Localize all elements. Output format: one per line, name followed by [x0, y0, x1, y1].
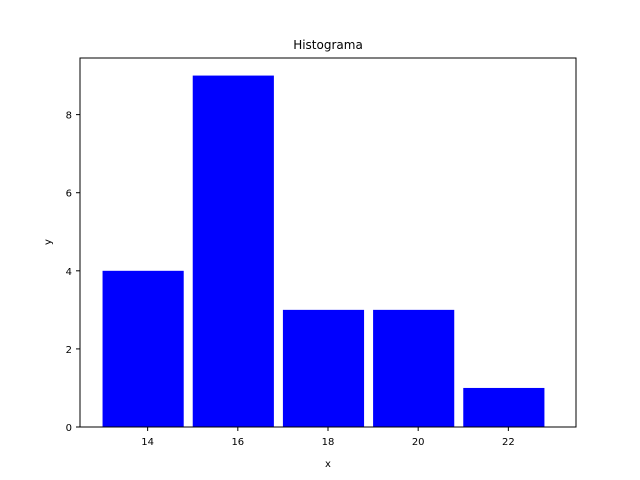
x-tick-label: 16	[231, 437, 244, 448]
histogram-bar-5	[463, 387, 545, 427]
histogram-bar-3	[282, 309, 365, 427]
y-axis-ticks: 0 2 4 6 8	[66, 111, 80, 434]
y-tick-label: 2	[66, 345, 72, 356]
y-axis-label: y	[43, 239, 54, 245]
x-tick-label: 22	[502, 437, 515, 448]
x-tick-label: 14	[141, 437, 154, 448]
histogram-bar-2	[192, 75, 274, 427]
histogram-bar-1	[102, 270, 184, 427]
x-tick-label: 18	[322, 437, 335, 448]
bars-group	[102, 75, 545, 427]
chart-title: Histograma	[293, 38, 363, 52]
x-tick-label: 20	[412, 437, 425, 448]
y-tick-label: 4	[66, 267, 72, 278]
y-tick-label: 8	[66, 111, 72, 122]
histogram-bar-4	[373, 309, 455, 427]
y-tick-label: 0	[66, 423, 72, 434]
y-tick-label: 6	[66, 189, 72, 200]
x-axis-label: x	[325, 459, 331, 470]
x-axis-ticks: 14 16 18 20 22	[141, 427, 515, 448]
